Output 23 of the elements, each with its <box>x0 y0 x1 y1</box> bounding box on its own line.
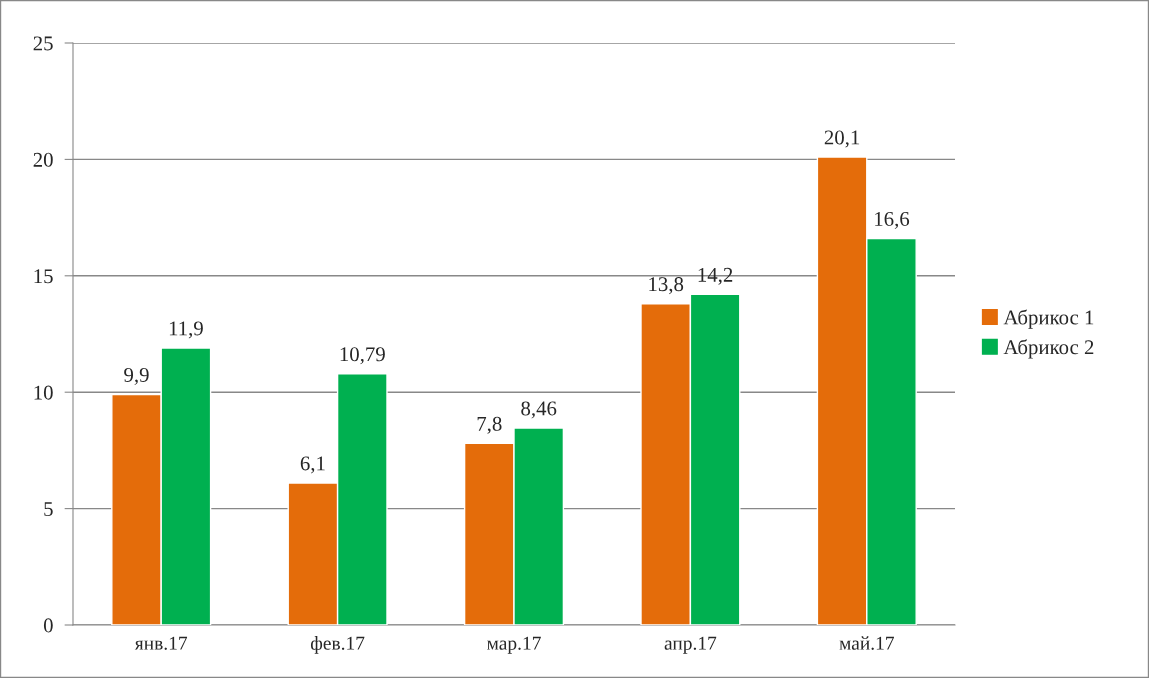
data-label: 20,1 <box>824 130 860 148</box>
x-tick-label: фев.17 <box>310 636 365 654</box>
y-tick-label: 10 <box>34 385 53 400</box>
data-label: 11,9 <box>169 321 203 339</box>
data-label: 10,79 <box>340 347 385 365</box>
y-tick-label: 5 <box>44 502 53 517</box>
legend-label: Абрикос 2 <box>1003 339 1094 359</box>
x-tick-label: мар.17 <box>487 636 541 654</box>
y-tick-label: 25 <box>33 36 53 51</box>
x-tick-label: апр.17 <box>664 636 717 654</box>
data-label: 14,2 <box>698 267 733 285</box>
data-label: 7,8 <box>477 416 502 434</box>
y-tick-label: 20 <box>33 152 53 167</box>
x-tick-label: май.17 <box>839 636 894 650</box>
data-label: 16,6 <box>875 211 910 229</box>
data-label: 6,1 <box>300 456 325 474</box>
y-tick-label: 0 <box>43 618 53 633</box>
data-label: 9,9 <box>124 367 149 385</box>
data-label: 13,8 <box>649 277 684 295</box>
y-tick-label: 15 <box>34 269 53 284</box>
legend-label: Абрикос 1 <box>1003 309 1094 329</box>
x-tick-label: янв.17 <box>134 636 188 650</box>
data-label: 8,46 <box>521 401 557 419</box>
